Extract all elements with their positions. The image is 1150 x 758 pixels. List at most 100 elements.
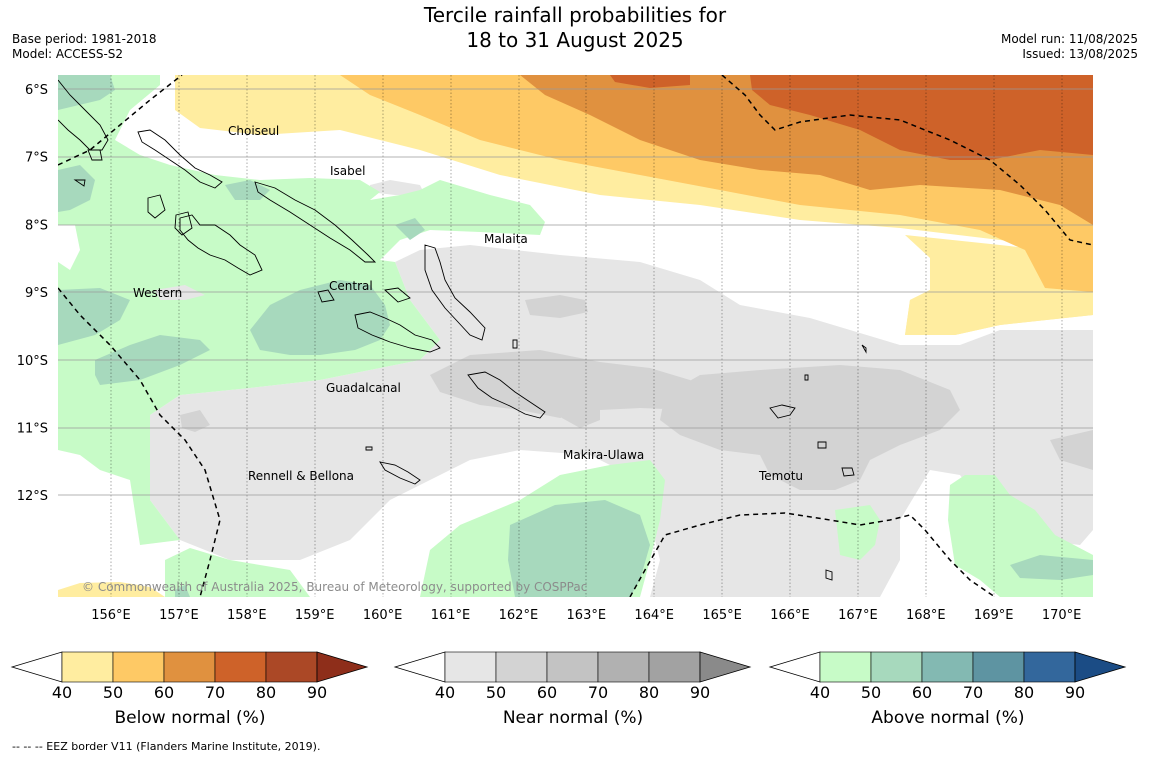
- colorbar-segment: [214, 651, 267, 683]
- colorbar-segment: [597, 651, 650, 683]
- place-label-choiseul: Choiseul: [228, 124, 279, 138]
- gridlines: [110, 75, 1063, 597]
- lon-tick-label: 165°E: [702, 608, 742, 623]
- colorbar-segment: [61, 651, 114, 683]
- guadalcanal-coast: [354, 311, 441, 353]
- coastlines: [58, 79, 867, 581]
- title-line-1: Tercile rainfall probabilities for: [423, 3, 727, 27]
- colorbar-above-title: Above normal (%): [871, 708, 1025, 728]
- lat-tick-label: 7°S: [25, 151, 48, 166]
- colorbar-near: [393, 651, 752, 683]
- colorbar-tick-label: 50: [485, 683, 507, 702]
- colorbar-tick-label: 70: [962, 683, 984, 702]
- place-label-makira-ulawa: Makira-Ulawa: [563, 448, 644, 462]
- colorbar-segment: [870, 651, 923, 683]
- colorbar-segment: [819, 651, 872, 683]
- colorbar-tick-label: 70: [587, 683, 609, 702]
- white-coast-west: [58, 225, 80, 270]
- colorbar-tick-label: 40: [809, 683, 831, 702]
- colorbar-segment: [495, 651, 548, 683]
- eez-border: [58, 75, 1093, 597]
- lat-tick-label: 9°S: [25, 286, 48, 301]
- colorbar-tick-label: 90: [1064, 683, 1086, 702]
- colorbar-extend-low: [10, 651, 63, 683]
- colorbar-tick-label: 80: [638, 683, 660, 702]
- small-isle-5: [73, 149, 103, 187]
- lon-tick-label: 169°E: [974, 608, 1014, 623]
- colorbar-tick-label: 90: [306, 683, 328, 702]
- above-50-region: [58, 75, 1093, 597]
- lon-tick-label: 163°E: [567, 608, 607, 623]
- small-isle-2: [804, 344, 867, 381]
- near-50-region: [180, 295, 1093, 490]
- lon-tick-label: 166°E: [770, 608, 810, 623]
- makira-coast: [467, 371, 546, 419]
- small-isle-1: [365, 446, 373, 451]
- new-georgia-coast: [179, 214, 263, 276]
- lon-tick-label: 164°E: [634, 608, 674, 623]
- colorbar-tick-label: 60: [911, 683, 933, 702]
- santa-cruz-coast: [769, 404, 796, 419]
- colorbar-segment: [1023, 651, 1076, 683]
- title-line-2: 18 to 31 August 2025: [466, 28, 684, 52]
- place-label-central: Central: [329, 279, 373, 293]
- malaita-coast: [424, 244, 486, 341]
- colorbar-extend-high: [316, 651, 369, 683]
- lat-gridlines: [58, 88, 1093, 496]
- shortland-coast: [147, 194, 166, 219]
- place-label-isabel: Isabel: [330, 164, 365, 178]
- lon-tick-label: 159°E: [295, 608, 335, 623]
- lon-tick-label: 157°E: [159, 608, 199, 623]
- near-40-small: [370, 180, 425, 195]
- isabel-coast: [254, 181, 377, 263]
- colorbar-tick-label: 90: [689, 683, 711, 702]
- lon-tick-label: 156°E: [91, 608, 131, 623]
- lat-tick-label: 11°S: [17, 422, 48, 437]
- colorbar-segment: [444, 651, 497, 683]
- choiseul-coast: [137, 129, 223, 189]
- colorbar-tick-label: 80: [1013, 683, 1035, 702]
- colorbar-extend-low: [768, 651, 821, 683]
- lat-tick-labels: 6°S 7°S 8°S 9°S 10°S 11°S 12°S: [17, 83, 48, 504]
- colorbars: [10, 651, 1127, 683]
- copyright-notice: © Commonwealth of Australia 2025, Bureau…: [82, 580, 588, 594]
- colorbar-below-title: Below normal (%): [114, 708, 266, 728]
- colorbar-tick-label: 40: [51, 683, 73, 702]
- place-label-western: Western: [133, 286, 182, 300]
- florida-coast: [317, 287, 411, 303]
- colorbar-tick-label: 60: [153, 683, 175, 702]
- place-labels: Choiseul Isabel Malaita Western Central …: [133, 124, 803, 483]
- place-label-temotu: Temotu: [758, 469, 803, 483]
- colorbar-tick-label: 70: [204, 683, 226, 702]
- map-title: Tercile rainfall probabilities for 18 to…: [0, 3, 1150, 53]
- above-40-east-mid: [835, 505, 880, 560]
- utupua-coast: [817, 441, 827, 449]
- colorbar-segment: [163, 651, 216, 683]
- small-isle-4: [512, 339, 518, 349]
- model-name: Model: ACCESS-S2: [12, 47, 124, 61]
- colorbar-near-title: Near normal (%): [502, 708, 644, 728]
- colorbar-extend-low: [393, 651, 446, 683]
- colorbar-segment: [546, 651, 599, 683]
- issued-date: Issued: 13/08/2025: [1022, 47, 1138, 61]
- vella-coast: [174, 211, 193, 236]
- lat-tick-label: 12°S: [17, 489, 48, 504]
- colorbar-extend-high: [699, 651, 752, 683]
- place-label-malaita: Malaita: [484, 232, 528, 246]
- colorbar-tick-label: 60: [536, 683, 558, 702]
- place-label-rennell-bellona: Rennell & Bellona: [248, 469, 354, 483]
- probability-field: Choiseul Isabel Malaita Western Central …: [58, 75, 1093, 597]
- colorbar-tick-label: 80: [255, 683, 277, 702]
- colorbar-tick-label: 40: [434, 683, 456, 702]
- meta-right: Model run: 11/08/2025 Issued: 13/08/2025: [1001, 32, 1138, 62]
- below-70-region: [610, 75, 1093, 160]
- colorbar-segment: [921, 651, 974, 683]
- lon-tick-label: 167°E: [838, 608, 878, 623]
- lon-tick-label: 170°E: [1042, 608, 1082, 623]
- colorbar-segment: [972, 651, 1025, 683]
- eez-footnote: -- -- -- EEZ border V11 (Flanders Marine…: [12, 740, 321, 753]
- lon-tick-label: 158°E: [227, 608, 267, 623]
- colorbar-segment: [265, 651, 318, 683]
- lat-tick-label: 6°S: [25, 83, 48, 98]
